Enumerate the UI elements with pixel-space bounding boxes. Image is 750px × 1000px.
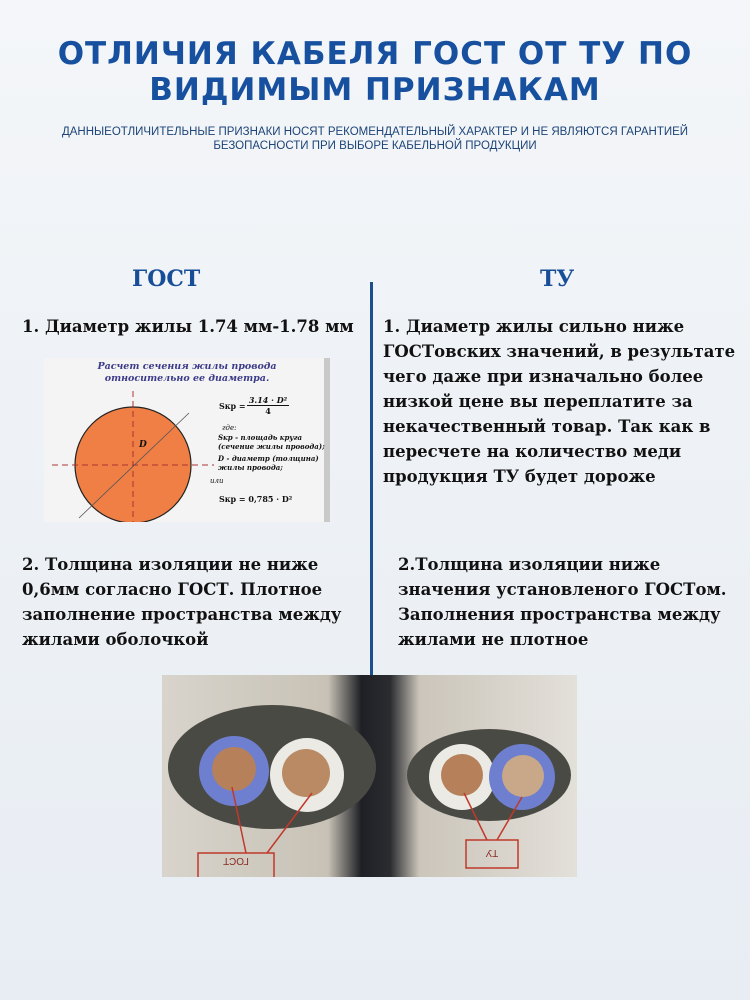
gost-point-2: 2. Толщина изоляции не ниже 0,6мм соглас… — [22, 555, 342, 649]
cable-cross-section-photo: ГОСТ ТУ — [162, 675, 577, 877]
disclaimer: ДАННЫЕОТЛИЧИТЕЛЬНЫЕ ПРИЗНАКИ НОСЯТ РЕКОМ… — [61, 126, 689, 152]
gost-photo-label: ГОСТ — [223, 855, 249, 866]
formula-denominator: 4 — [265, 406, 271, 416]
tu-heading: ТУ — [540, 266, 575, 292]
formula-numerator: 3.14 · D² — [247, 395, 289, 406]
cross-section-diagram: Расчет сечения жилы провода относительно… — [44, 358, 330, 522]
page-title: ОТЛИЧИЯ КАБЕЛЯ ГОСТ ОТ ТУ ПО ВИДИМЫМ ПРИ… — [57, 36, 693, 108]
tu-photo-label: ТУ — [485, 847, 499, 858]
circle-icon — [52, 391, 214, 522]
formula-simplified: Sкр = 0,785 · D² — [219, 494, 293, 504]
tu-point-1: 1. Диаметр жилы сильно ниже ГОСТовских з… — [383, 317, 736, 486]
or-label: или — [210, 477, 224, 485]
formula-lhs: Sкр = — [219, 401, 246, 411]
cables-illustration — [168, 705, 571, 877]
column-divider — [370, 282, 373, 677]
diameter-definition: D - диаметр (толщина) жилы провода; — [218, 454, 319, 472]
where-label: где: — [222, 424, 237, 432]
diagram-caption: Расчет сечения жилы провода относительно… — [97, 361, 277, 384]
tu-point-2: 2.Толщина изоляции ниже значения установ… — [398, 555, 727, 649]
gost-point-1: 1. Диаметр жилы 1.74 мм-1.78 мм — [22, 317, 354, 336]
gost-heading: ГОСТ — [132, 266, 201, 292]
diameter-label: D — [139, 440, 147, 450]
area-definition: Sкр - площадь круга (сечение жилы провод… — [218, 433, 325, 451]
